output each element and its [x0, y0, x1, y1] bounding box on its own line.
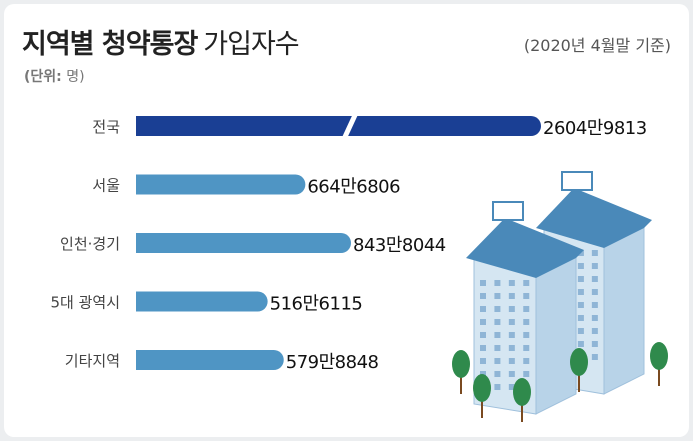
building-window: [480, 358, 486, 364]
building-window: [523, 280, 530, 286]
bar-chart: 전국 2604만9813 서울 664만6806 인천·경기 843만8044 5대 광역시…: [50, 111, 668, 422]
bar-flat-start: [136, 233, 148, 253]
building-window: [523, 293, 530, 299]
building-window: [523, 332, 530, 338]
chart-title: 지역별 청약통장 가입자수: [22, 22, 300, 61]
building-window: [577, 263, 584, 269]
category-label: 기타지역: [65, 352, 120, 370]
tree-2: [473, 374, 491, 418]
building-window: [591, 328, 598, 334]
title-normal: 가입자수: [203, 29, 299, 60]
bar: [136, 350, 284, 370]
building-window: [591, 276, 598, 282]
bar-flat-start: [136, 116, 148, 136]
building-window: [494, 280, 501, 286]
building-window: [508, 371, 515, 377]
tree-4: [570, 348, 588, 392]
tree-crown: [452, 350, 470, 378]
building-window: [494, 371, 501, 377]
building-front: [466, 201, 584, 415]
roof-box: [492, 201, 524, 221]
data-label: 516만6115: [270, 294, 363, 315]
building-window: [523, 358, 530, 364]
building-window: [577, 276, 584, 282]
tree-crown: [570, 348, 588, 376]
building-window: [591, 302, 598, 308]
data-label: 843만8044: [353, 235, 446, 256]
data-label: 2604만9813: [543, 118, 647, 139]
building-window: [480, 293, 486, 299]
unit-note: (단위: 명): [24, 66, 85, 86]
roof-box: [561, 171, 593, 191]
apartment-illustration: [452, 171, 668, 422]
building-window: [508, 345, 515, 351]
building-window: [480, 306, 486, 312]
building-side: [535, 253, 577, 415]
category-label: 전국: [92, 118, 120, 136]
tree-1: [452, 350, 470, 394]
building-roof: [466, 218, 584, 278]
title-bold: 지역별 청약통장: [22, 29, 198, 60]
building-roof: [536, 188, 652, 248]
category-label: 서울: [92, 177, 120, 195]
category-label: 5대 광역시: [50, 294, 120, 312]
data-label: 664만6806: [307, 177, 400, 198]
tree-crown: [473, 374, 491, 402]
axis-break-mark: [341, 111, 359, 141]
building-window: [577, 328, 584, 334]
tree-5: [650, 342, 668, 386]
building-window: [523, 371, 530, 377]
bar: [136, 174, 306, 195]
building-window: [591, 289, 598, 295]
bar: [136, 233, 351, 253]
tree-crown: [513, 378, 531, 406]
building-window: [591, 315, 598, 321]
building-window: [480, 332, 486, 338]
bar-flat-start: [136, 350, 148, 370]
building-window: [577, 315, 584, 321]
building-window: [523, 306, 530, 312]
building-window: [494, 358, 501, 364]
building-window: [480, 371, 486, 377]
chart-card: 지역별 청약통장 가입자수 (2020년 4월말 기준) (단위: 명) 전국 26…: [4, 4, 689, 437]
building-window: [494, 293, 501, 299]
building-window: [508, 358, 515, 364]
building-window: [480, 345, 486, 351]
bars-group: 전국 2604만9813 서울 664만6806 인천·경기 843만8044 5대 광역시…: [50, 111, 647, 373]
building-window: [508, 319, 515, 325]
building-side: [603, 223, 645, 395]
tree-3: [513, 378, 531, 422]
building-window: [523, 319, 530, 325]
building-window: [523, 345, 530, 351]
building-window: [494, 345, 501, 351]
bar-flat-start: [136, 174, 148, 195]
building-window: [591, 354, 598, 360]
unit-value: 명): [66, 69, 85, 85]
bar: [136, 116, 541, 136]
basis-date: (2020년 4월말 기준): [523, 36, 671, 55]
building-window: [508, 332, 515, 338]
building-window: [494, 332, 501, 338]
building-window: [591, 341, 598, 347]
building-window: [494, 306, 501, 312]
bar: [136, 291, 268, 312]
unit-label: (단위:: [24, 69, 62, 85]
building-window: [494, 319, 501, 325]
building-window: [480, 319, 486, 325]
building-window: [508, 293, 515, 299]
tree-crown: [650, 342, 668, 370]
building-window: [494, 384, 501, 390]
building-window: [591, 250, 598, 256]
building-window: [577, 289, 584, 295]
bar-flat-start: [136, 291, 148, 312]
data-label: 579만8848: [286, 352, 379, 373]
building-window: [577, 341, 584, 347]
building-window: [591, 263, 598, 269]
category-label: 인천·경기: [60, 235, 120, 253]
building-window: [480, 280, 486, 286]
building-window: [508, 280, 515, 286]
building-window: [577, 302, 584, 308]
building-window: [508, 384, 515, 390]
building-window: [508, 306, 515, 312]
